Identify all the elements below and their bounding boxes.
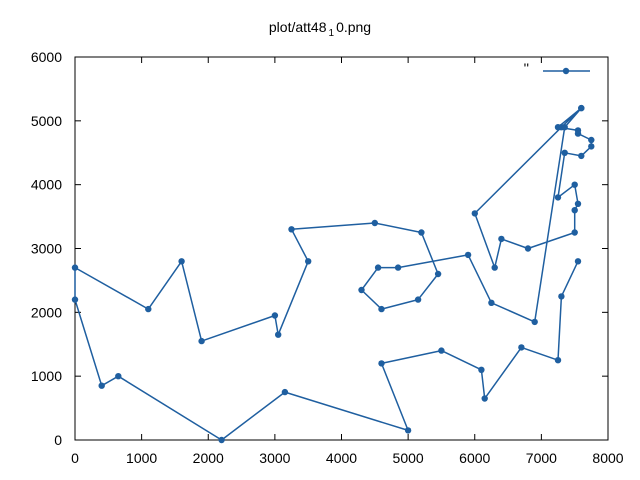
y-tick-label: 0 bbox=[54, 432, 62, 448]
data-point bbox=[578, 104, 585, 112]
data-point bbox=[371, 219, 378, 227]
y-axis: 0 1000 2000 3000 4000 5000 6000 bbox=[31, 49, 608, 448]
y-tick-label: 6000 bbox=[31, 49, 62, 65]
x-tick-label: 7000 bbox=[526, 450, 557, 466]
y-tick-label: 5000 bbox=[31, 113, 62, 129]
data-point bbox=[574, 127, 582, 134]
data-point bbox=[98, 382, 105, 389]
data-point bbox=[554, 124, 562, 131]
data-point bbox=[178, 258, 185, 265]
data-point bbox=[378, 305, 385, 313]
chart-title-end: 0.png bbox=[336, 19, 371, 35]
x-tick-label: 5000 bbox=[393, 450, 424, 466]
chart-title-main: plot/att48 bbox=[269, 19, 327, 35]
data-point bbox=[418, 229, 425, 236]
x-tick-label: 0 bbox=[71, 450, 79, 466]
x-tick-label: 3000 bbox=[259, 450, 290, 466]
data-point bbox=[275, 331, 282, 338]
data-point bbox=[71, 264, 79, 271]
y-tick-label: 1000 bbox=[31, 368, 62, 384]
data-point bbox=[488, 299, 495, 306]
data-point bbox=[588, 136, 595, 144]
data-point bbox=[558, 293, 565, 300]
data-point bbox=[305, 258, 312, 265]
x-tick-label: 8000 bbox=[592, 450, 623, 466]
data-point bbox=[378, 360, 385, 367]
chart-title: plot/att48 1 0.png bbox=[269, 19, 371, 39]
x-tick-label: 4000 bbox=[326, 450, 357, 466]
data-point bbox=[281, 388, 289, 396]
data-point bbox=[471, 210, 478, 217]
data-point bbox=[561, 149, 568, 156]
data-point bbox=[271, 312, 279, 319]
data-point bbox=[561, 124, 568, 131]
data-point bbox=[438, 347, 445, 354]
data-point bbox=[498, 235, 505, 243]
data-point bbox=[574, 258, 582, 265]
data-point bbox=[404, 427, 412, 434]
data-point bbox=[571, 181, 578, 188]
data-point bbox=[394, 264, 402, 271]
data-point bbox=[414, 296, 422, 303]
data-point bbox=[464, 251, 472, 259]
data-point bbox=[434, 270, 442, 278]
data-point bbox=[571, 229, 578, 236]
data-point bbox=[198, 337, 205, 345]
data-point bbox=[524, 245, 532, 252]
y-tick-label: 3000 bbox=[31, 241, 62, 257]
data-point bbox=[218, 436, 225, 444]
x-tick-label: 2000 bbox=[193, 450, 224, 466]
legend-marker bbox=[562, 67, 570, 75]
y-tick-label: 4000 bbox=[31, 177, 62, 193]
data-point bbox=[574, 200, 582, 207]
legend-label: '' bbox=[524, 60, 529, 76]
x-tick-label: 6000 bbox=[459, 450, 490, 466]
data-point bbox=[478, 366, 485, 373]
data-point bbox=[481, 395, 488, 402]
data-point bbox=[374, 264, 382, 271]
chart-title-subscript: 1 bbox=[329, 28, 335, 39]
data-point bbox=[578, 152, 585, 160]
y-tick-label: 2000 bbox=[31, 304, 62, 320]
data-point bbox=[115, 373, 122, 380]
data-point bbox=[554, 357, 562, 364]
legend: '' bbox=[524, 60, 590, 76]
data-point bbox=[71, 296, 79, 303]
data-point bbox=[288, 226, 295, 233]
data-point bbox=[588, 143, 595, 150]
data-point bbox=[145, 305, 152, 313]
data-point bbox=[358, 286, 365, 294]
series-group bbox=[71, 104, 595, 444]
data-point bbox=[518, 344, 525, 351]
x-tick-label: 1000 bbox=[126, 450, 157, 466]
x-axis: 0 1000 2000 3000 4000 5000 6000 7000 8000 bbox=[71, 57, 624, 466]
series-line bbox=[74, 107, 593, 441]
data-point bbox=[554, 194, 562, 201]
data-point bbox=[491, 264, 498, 271]
data-point bbox=[531, 318, 538, 326]
data-point bbox=[571, 207, 578, 214]
